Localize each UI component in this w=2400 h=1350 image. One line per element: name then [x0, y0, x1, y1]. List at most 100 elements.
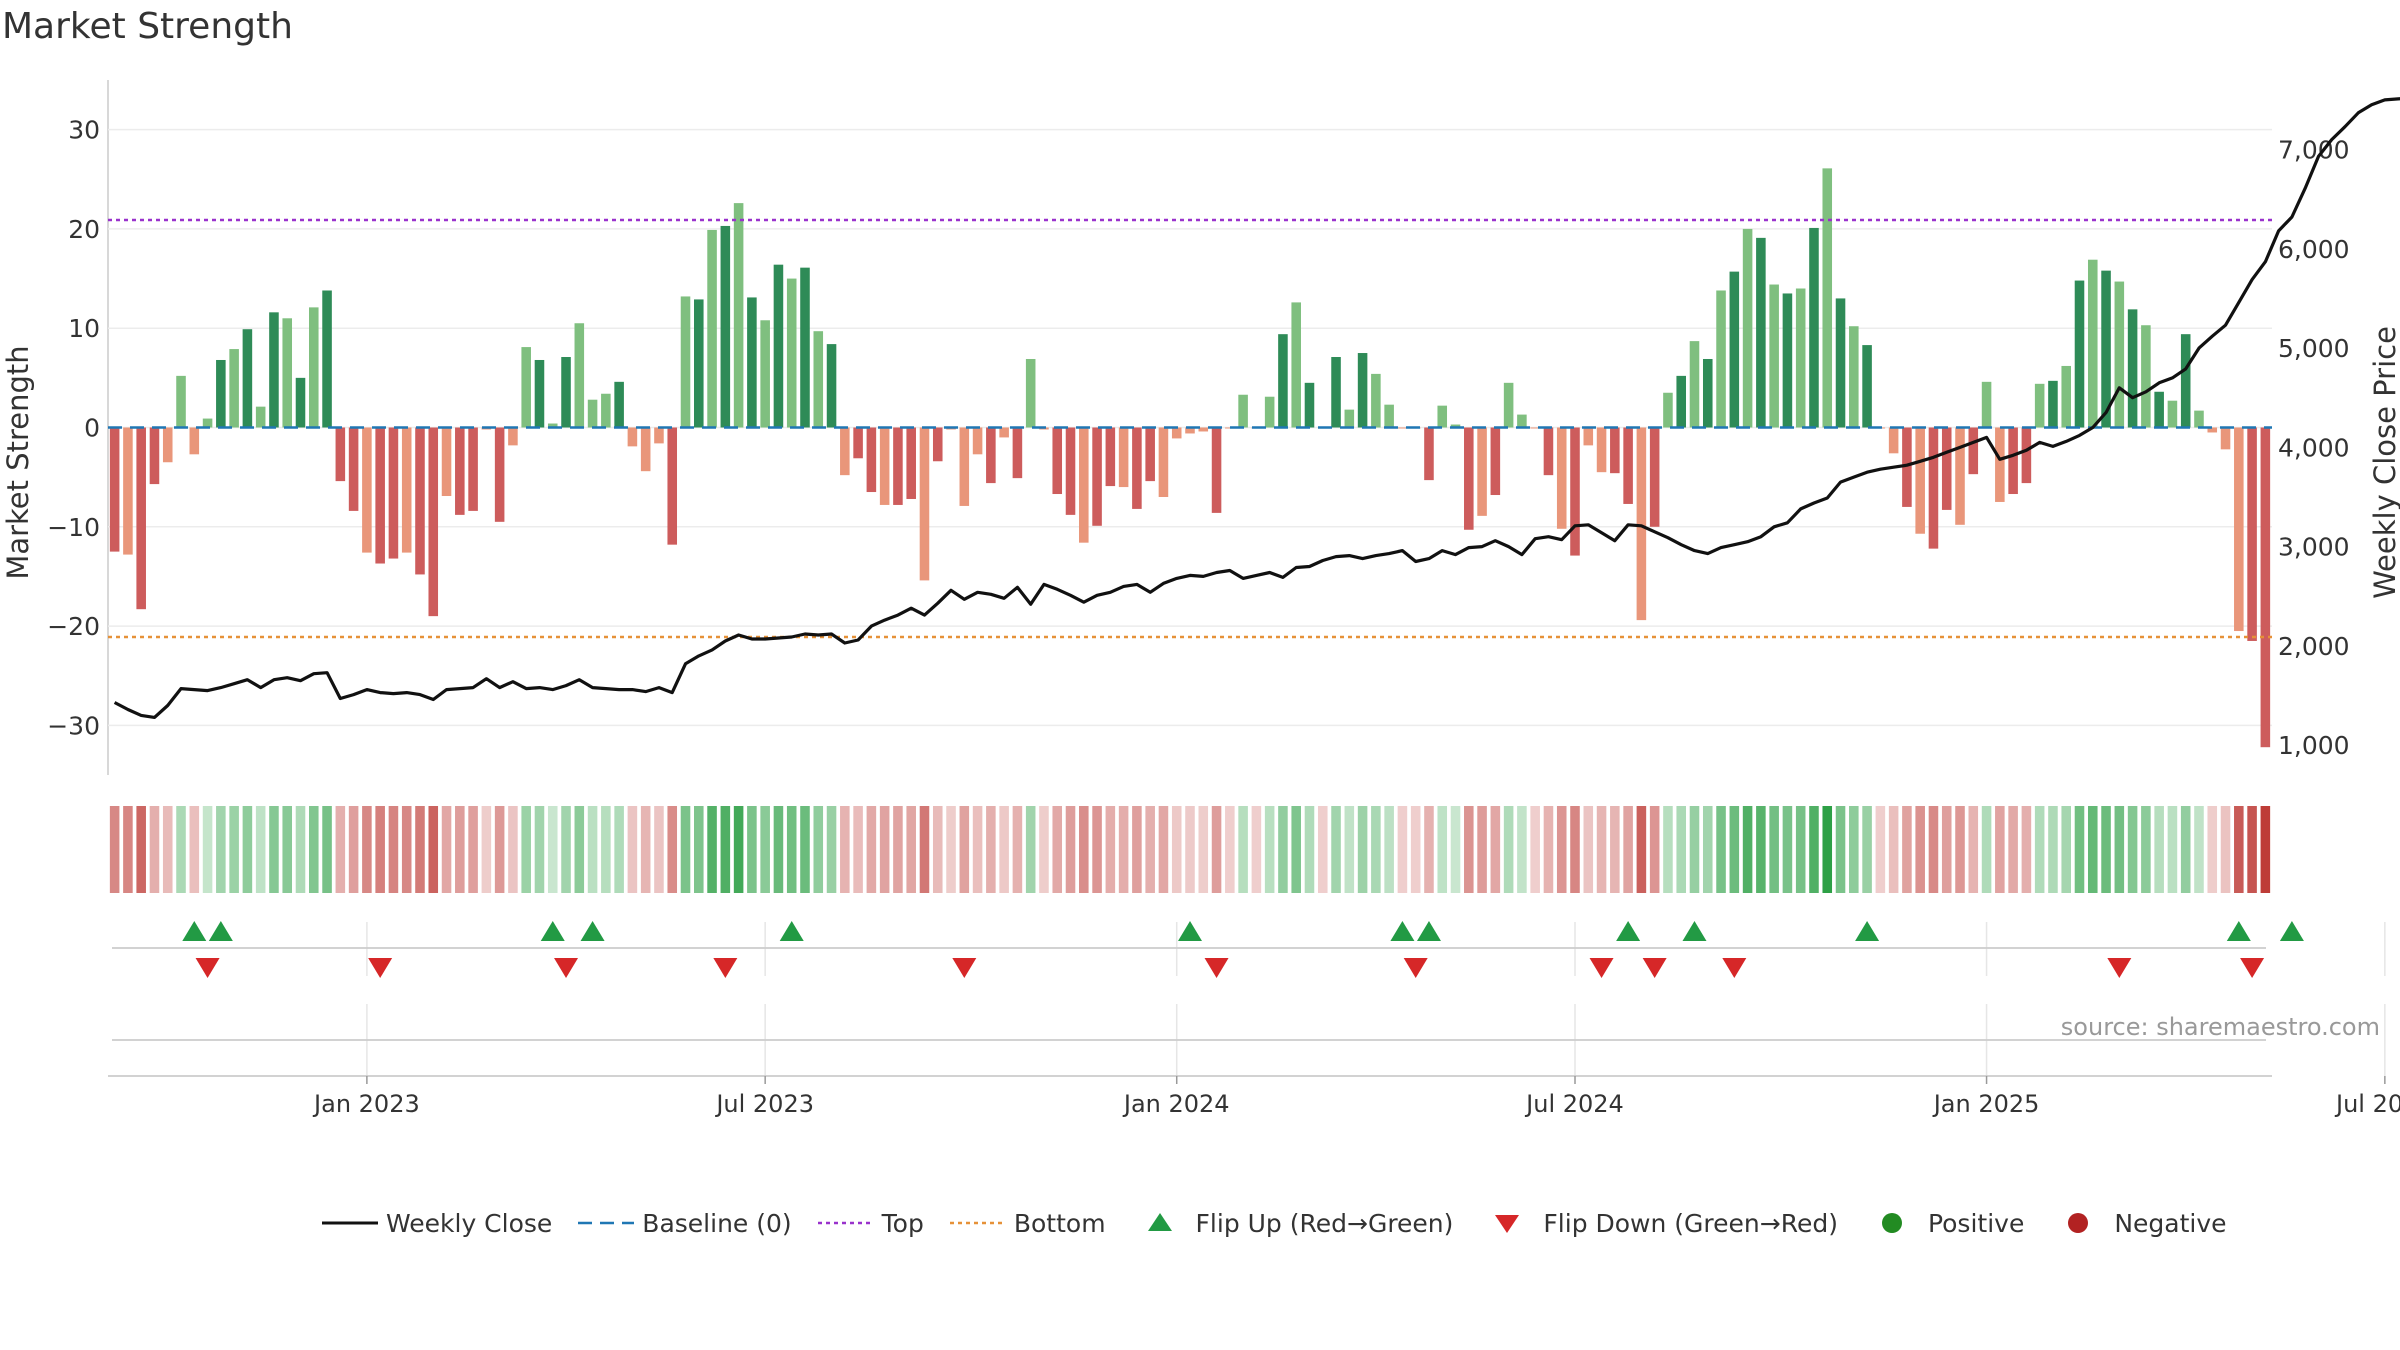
heat-cell [1623, 806, 1633, 893]
y2-tick-label: 4,000 [2278, 433, 2350, 462]
strength-bar [1225, 427, 1235, 429]
strength-bar [348, 427, 359, 511]
strength-bar [1570, 427, 1580, 556]
y2-axis-label: Weekly Close Price [2368, 326, 2400, 599]
legend-label: Top [881, 1208, 924, 1238]
strength-bar [1371, 373, 1381, 428]
legend-item: Flip Down (Green→Red) [1477, 1208, 1838, 1238]
heat-cell [2180, 806, 2191, 893]
heat-cell [494, 806, 505, 893]
strength-bar [1331, 357, 1341, 428]
heat-cell [2154, 806, 2164, 893]
strength-bar [1238, 394, 1248, 428]
heat-cell [401, 806, 412, 893]
heat-cell [1663, 806, 1673, 893]
heat-cell [1424, 806, 1434, 893]
strength-bar [1676, 375, 1686, 428]
heat-cell [1543, 806, 1554, 893]
heat-cell [1822, 806, 1833, 893]
strength-bar [1344, 409, 1355, 428]
x-tick-label: Jul 2024 [1524, 1090, 1624, 1118]
strength-bar [747, 297, 757, 428]
heat-cell [2247, 806, 2257, 893]
strength-bar [1689, 341, 1700, 428]
strength-bar [202, 418, 213, 428]
heat-cell [1384, 806, 1394, 893]
strength-bar [2234, 427, 2244, 632]
strength-bar [1517, 414, 1527, 428]
strength-bar [694, 299, 704, 428]
heat-cell [2008, 806, 2018, 893]
strength-bar [561, 357, 571, 428]
heat-cell [1198, 806, 1209, 893]
x-tick-label: Jul 2023 [714, 1090, 814, 1118]
legend-symbol [1147, 1213, 1172, 1231]
y-tick-label: 10 [68, 314, 100, 343]
strength-bar [2034, 383, 2045, 428]
y-tick-label: 30 [68, 116, 100, 145]
strength-bar [2061, 365, 2072, 428]
heat-cell [1716, 806, 1726, 893]
flip-up-marker [2226, 921, 2251, 941]
strength-bar [1849, 326, 1859, 428]
flip-down-marker [1204, 958, 1229, 978]
strength-bar [176, 375, 186, 428]
heat-cell [547, 806, 558, 893]
flip-down-marker [1403, 958, 1428, 978]
strength-bar [2074, 280, 2085, 428]
strength-bar [1663, 392, 1673, 428]
strength-bar [866, 427, 877, 493]
strength-bar [733, 203, 744, 428]
strength-bar [773, 264, 784, 428]
strength-bar [1968, 427, 1979, 475]
heat-cell [1610, 806, 1620, 893]
strength-bar [308, 307, 319, 428]
y-tick-label: −20 [47, 612, 100, 641]
strength-bar [1835, 298, 1846, 428]
legend-item: Negative [2048, 1208, 2227, 1238]
strength-bar [932, 427, 943, 462]
heat-cell [189, 806, 200, 893]
heat-cell [1118, 806, 1129, 893]
heat-cell [1039, 806, 1049, 893]
heat-cell [1862, 806, 1872, 893]
heat-cell [1503, 806, 1514, 893]
heat-cell [1809, 806, 1819, 893]
heat-cell [295, 806, 306, 893]
heat-cell [1490, 806, 1501, 893]
heat-cell [654, 806, 664, 893]
strength-bar [1264, 396, 1275, 428]
strength-bar [2008, 427, 2018, 495]
strength-bar [2247, 427, 2257, 641]
heat-cell [1596, 806, 1607, 893]
heat-cell [587, 806, 598, 893]
strength-bar [1583, 427, 1594, 446]
heat-cell [1583, 806, 1594, 893]
strength-bar [534, 359, 545, 428]
flip-down-marker [554, 958, 579, 978]
strength-bar [1729, 271, 1740, 428]
heat-cell [242, 806, 253, 893]
strength-bar [388, 427, 399, 559]
strength-bar [2048, 380, 2058, 428]
heat-cell [308, 806, 319, 893]
heat-cell [255, 806, 266, 893]
strength-bar [1357, 353, 1368, 428]
x-tick-label: Jan 2024 [1122, 1090, 1230, 1118]
heat-cell [1888, 806, 1899, 893]
legend-symbol [1495, 1215, 1520, 1233]
strength-bar [1503, 382, 1514, 428]
strength-bar [786, 278, 797, 428]
strength-bar [614, 381, 624, 428]
strength-bar [1915, 427, 1925, 534]
heat-cell [1158, 806, 1169, 893]
strength-bar [2087, 259, 2098, 428]
legend-item: Top [816, 1208, 924, 1238]
strength-bar [826, 344, 837, 428]
heat-cell [335, 806, 346, 893]
flip-up-marker [1616, 921, 1641, 941]
strength-bar [720, 225, 731, 428]
heat-cell [601, 806, 611, 893]
strength-bar [1012, 427, 1023, 479]
heat-cell [1689, 806, 1700, 893]
